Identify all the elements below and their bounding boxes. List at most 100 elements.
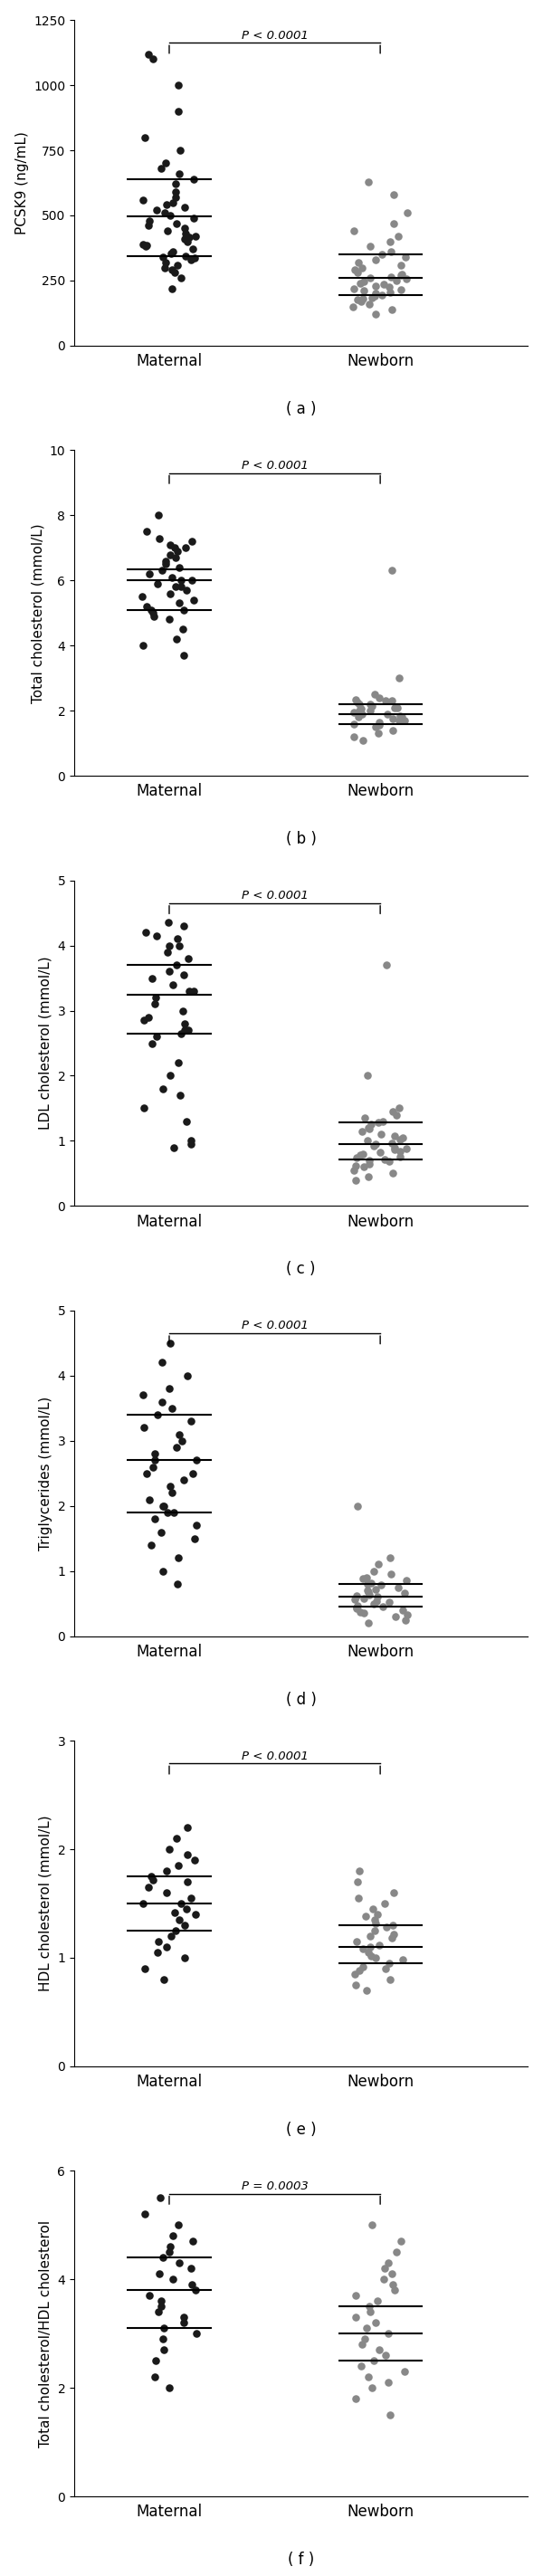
Point	[366, 690, 375, 732]
Point	[138, 577, 147, 618]
Point	[188, 559, 197, 600]
Point	[361, 1896, 370, 1937]
Point	[192, 1440, 201, 1481]
Point	[162, 185, 171, 227]
Point	[395, 1118, 404, 1159]
Point	[156, 2285, 165, 2326]
Point	[187, 1401, 195, 1443]
Point	[353, 252, 362, 294]
Point	[361, 1097, 369, 1139]
Point	[355, 1850, 364, 1891]
Point	[168, 963, 177, 1005]
Text: ( f ): ( f )	[288, 2553, 314, 2568]
Point	[165, 951, 173, 992]
Point	[371, 1937, 380, 1978]
Point	[351, 1953, 359, 1994]
Point	[351, 1579, 359, 1620]
Point	[180, 188, 188, 229]
Point	[366, 1927, 375, 1968]
Point	[351, 1965, 359, 2007]
Point	[361, 2318, 369, 2360]
Point	[386, 2396, 394, 2437]
Point	[162, 544, 171, 585]
Point	[365, 1108, 374, 1149]
Point	[183, 1355, 192, 1396]
Point	[149, 1860, 157, 1901]
Point	[389, 1873, 398, 1914]
Point	[351, 1159, 360, 1200]
Point	[402, 1128, 411, 1170]
Y-axis label: Total cholesterol/HDL cholesterol: Total cholesterol/HDL cholesterol	[39, 2221, 53, 2447]
Point	[371, 1904, 380, 1945]
Point	[362, 1556, 370, 1597]
Point	[175, 1899, 184, 1940]
Point	[165, 2367, 173, 2409]
Point	[189, 157, 198, 198]
Point	[160, 2308, 168, 2349]
Point	[398, 1589, 407, 1631]
Point	[185, 216, 194, 258]
Point	[166, 1321, 174, 1363]
Point	[388, 708, 397, 750]
Point	[375, 701, 384, 742]
Point	[381, 2249, 389, 2290]
Point	[148, 592, 157, 634]
Point	[368, 685, 376, 726]
Point	[365, 258, 374, 299]
Point	[181, 528, 190, 569]
Point	[161, 142, 170, 183]
Point	[180, 2303, 188, 2344]
Point	[386, 222, 395, 263]
Point	[352, 2275, 361, 2316]
Point	[388, 1904, 397, 1945]
Point	[379, 263, 388, 304]
Point	[170, 1126, 179, 1167]
Text: P < 0.0001: P < 0.0001	[241, 28, 308, 41]
Point	[166, 1056, 175, 1097]
Point	[378, 1100, 387, 1141]
Point	[171, 567, 180, 608]
Point	[180, 209, 189, 250]
Point	[397, 696, 406, 737]
Point	[396, 268, 405, 309]
Point	[186, 2249, 195, 2290]
Point	[173, 245, 181, 286]
Point	[367, 1105, 375, 1146]
Point	[190, 1839, 199, 1880]
Point	[151, 976, 160, 1018]
Point	[176, 559, 185, 600]
Point	[175, 1074, 184, 1115]
Point	[390, 1115, 399, 1157]
Point	[400, 1571, 409, 1613]
Point	[373, 2280, 382, 2321]
Point	[179, 590, 188, 631]
Point	[155, 2177, 164, 2218]
Point	[165, 2231, 174, 2272]
Point	[138, 626, 147, 667]
Point	[358, 1133, 367, 1175]
Point	[351, 677, 360, 719]
Point	[183, 1834, 192, 1875]
Point	[139, 1376, 148, 1417]
Point	[169, 2215, 178, 2257]
Point	[381, 680, 390, 721]
Point	[172, 178, 180, 219]
Point	[365, 1917, 374, 1958]
Point	[174, 90, 182, 131]
Point	[172, 945, 181, 987]
Point	[373, 1577, 382, 1618]
Point	[368, 276, 376, 317]
Point	[372, 1893, 381, 1935]
Point	[394, 216, 403, 258]
Point	[388, 2264, 397, 2306]
Point	[374, 1103, 382, 1144]
Point	[354, 242, 363, 283]
Point	[153, 1394, 162, 1435]
Point	[147, 1525, 155, 1566]
Point	[188, 1453, 197, 1494]
Point	[158, 1069, 167, 1110]
Point	[160, 193, 169, 234]
Point	[349, 703, 358, 744]
Point	[384, 2362, 393, 2403]
Point	[179, 989, 187, 1030]
